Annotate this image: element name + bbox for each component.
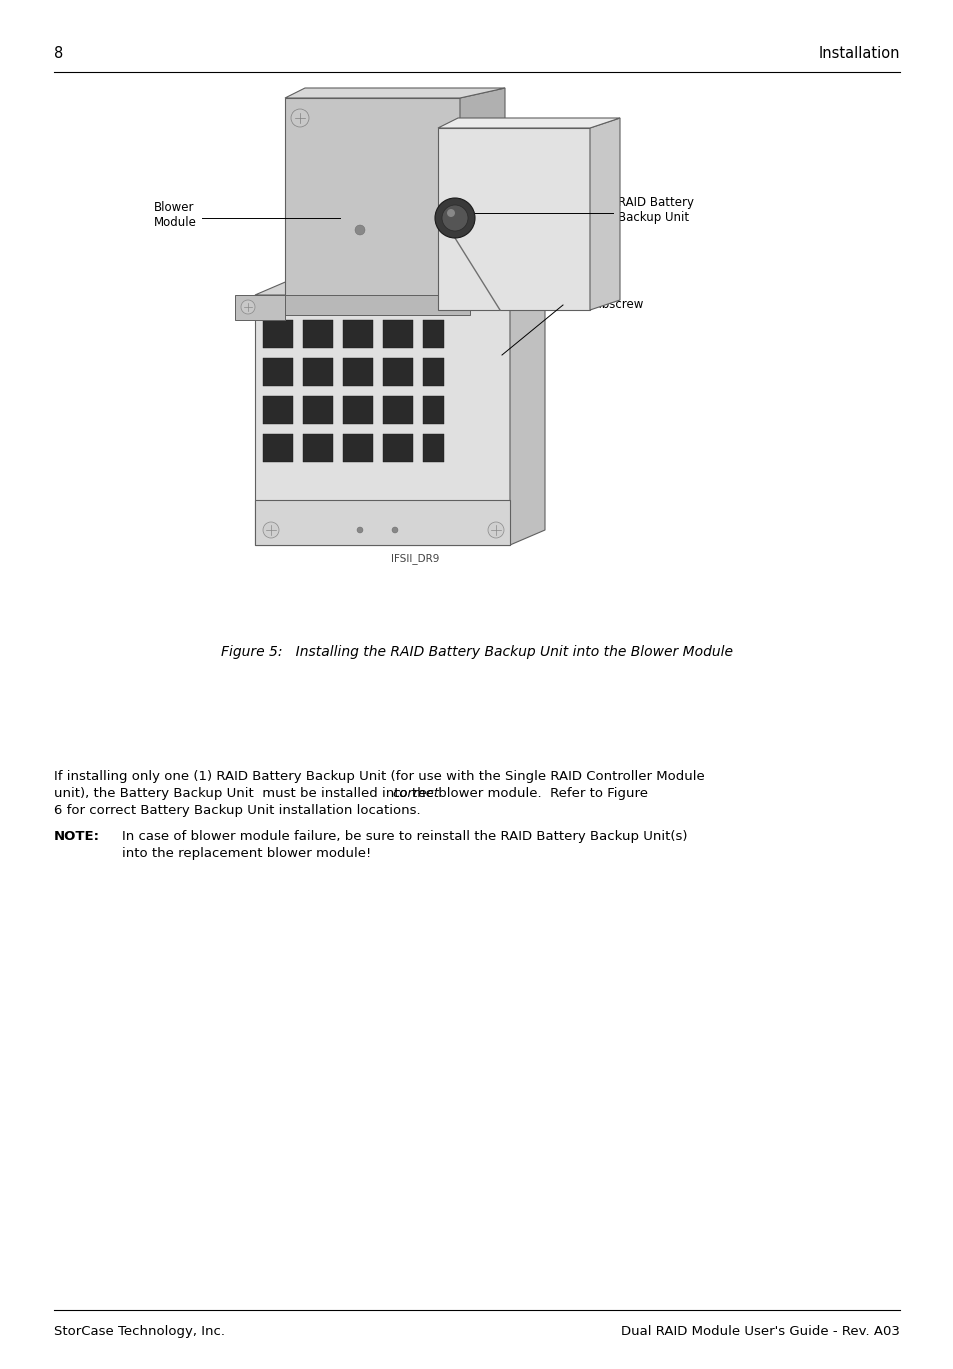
Text: Figure 5:   Installing the RAID Battery Backup Unit into the Blower Module: Figure 5: Installing the RAID Battery Ba… xyxy=(221,645,732,658)
Circle shape xyxy=(241,300,254,314)
Polygon shape xyxy=(285,88,504,99)
Circle shape xyxy=(392,527,397,533)
Polygon shape xyxy=(343,320,373,348)
Polygon shape xyxy=(589,118,619,309)
Text: In case of blower module failure, be sure to reinstall the RAID Battery Backup U: In case of blower module failure, be sur… xyxy=(122,830,687,843)
Text: correct: correct xyxy=(392,787,438,799)
Polygon shape xyxy=(285,99,459,300)
Polygon shape xyxy=(422,434,443,461)
Polygon shape xyxy=(254,294,470,315)
Circle shape xyxy=(447,209,455,218)
Circle shape xyxy=(355,225,365,235)
Text: NOTE:: NOTE: xyxy=(54,830,100,843)
Polygon shape xyxy=(437,127,589,309)
Polygon shape xyxy=(263,359,293,386)
Text: RAID Battery
Backup Unit: RAID Battery Backup Unit xyxy=(618,196,693,225)
Polygon shape xyxy=(382,320,413,348)
Polygon shape xyxy=(303,434,333,461)
Text: IFSll_DR9: IFSll_DR9 xyxy=(391,553,438,564)
Text: blower module.  Refer to Figure: blower module. Refer to Figure xyxy=(434,787,647,799)
Polygon shape xyxy=(343,434,373,461)
Text: If installing only one (1) RAID Battery Backup Unit (for use with the Single RAI: If installing only one (1) RAID Battery … xyxy=(54,769,704,783)
Polygon shape xyxy=(263,320,293,348)
Text: Dual RAID Module User's Guide - Rev. A03: Dual RAID Module User's Guide - Rev. A03 xyxy=(620,1325,899,1338)
Polygon shape xyxy=(343,396,373,424)
Polygon shape xyxy=(422,396,443,424)
Text: Thumbscrew: Thumbscrew xyxy=(567,298,642,312)
Polygon shape xyxy=(263,396,293,424)
Polygon shape xyxy=(510,281,544,545)
Circle shape xyxy=(291,110,309,127)
Text: 8: 8 xyxy=(54,47,63,62)
Text: StorCase Technology, Inc.: StorCase Technology, Inc. xyxy=(54,1325,225,1338)
Text: 6 for correct Battery Backup Unit installation locations.: 6 for correct Battery Backup Unit instal… xyxy=(54,804,420,817)
Polygon shape xyxy=(303,359,333,386)
Polygon shape xyxy=(459,88,504,300)
Text: Installation: Installation xyxy=(818,47,899,62)
Circle shape xyxy=(441,205,468,231)
Polygon shape xyxy=(303,320,333,348)
Polygon shape xyxy=(422,359,443,386)
Polygon shape xyxy=(254,294,510,545)
Text: into the replacement blower module!: into the replacement blower module! xyxy=(122,847,371,860)
Polygon shape xyxy=(437,118,619,127)
Text: Blower
Module: Blower Module xyxy=(153,201,196,229)
Polygon shape xyxy=(254,500,510,545)
Circle shape xyxy=(435,199,475,238)
Text: unit), the Battery Backup Unit  must be installed into the: unit), the Battery Backup Unit must be i… xyxy=(54,787,437,799)
Circle shape xyxy=(488,522,503,538)
Polygon shape xyxy=(343,359,373,386)
Circle shape xyxy=(356,527,363,533)
Polygon shape xyxy=(234,294,285,320)
Polygon shape xyxy=(382,359,413,386)
Polygon shape xyxy=(263,434,293,461)
Polygon shape xyxy=(254,281,544,294)
Polygon shape xyxy=(382,396,413,424)
Polygon shape xyxy=(422,320,443,348)
Polygon shape xyxy=(382,434,413,461)
Circle shape xyxy=(263,522,278,538)
Polygon shape xyxy=(303,396,333,424)
